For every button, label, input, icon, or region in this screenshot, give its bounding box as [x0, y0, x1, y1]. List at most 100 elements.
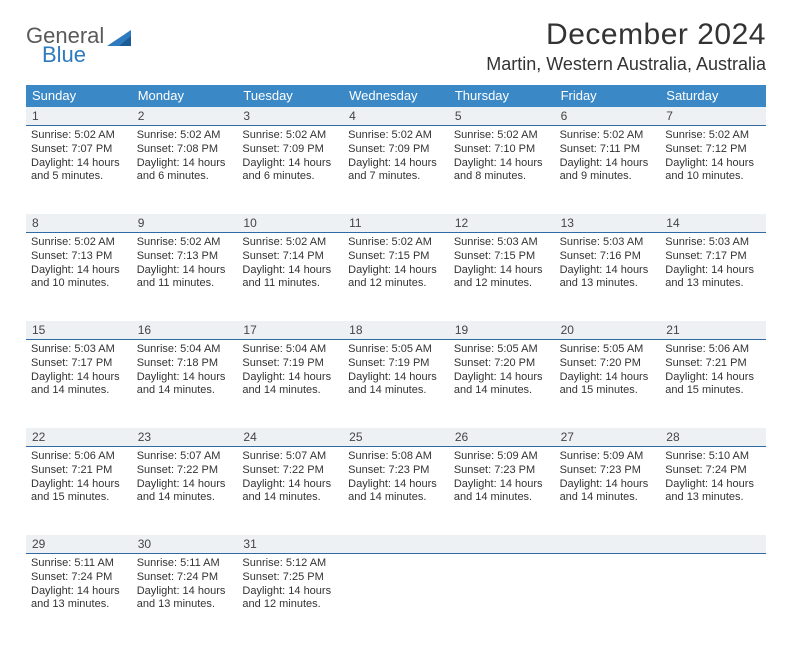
day-number: 17	[237, 321, 343, 339]
sunset-text: Sunset: 7:12 PM	[665, 143, 762, 157]
calendar: SundayMondayTuesdayWednesdayThursdayFrid…	[26, 85, 766, 642]
day-number-row: 15161718192021	[26, 321, 766, 340]
daylight-text-2: and 14 minutes.	[454, 384, 551, 398]
weekday-header: Tuesday	[237, 85, 343, 107]
daylight-text-1: Daylight: 14 hours	[137, 157, 234, 171]
day-info: Sunrise: 5:03 AMSunset: 7:17 PMDaylight:…	[665, 236, 762, 291]
day-cell: Sunrise: 5:02 AMSunset: 7:13 PMDaylight:…	[132, 233, 238, 321]
day-number: 22	[26, 428, 132, 446]
sunset-text: Sunset: 7:13 PM	[137, 250, 234, 264]
day-info: Sunrise: 5:03 AMSunset: 7:15 PMDaylight:…	[454, 236, 551, 291]
day-cell: Sunrise: 5:06 AMSunset: 7:21 PMDaylight:…	[660, 340, 766, 428]
day-cell: Sunrise: 5:02 AMSunset: 7:07 PMDaylight:…	[26, 126, 132, 214]
day-number: 6	[555, 107, 661, 125]
day-info: Sunrise: 5:02 AMSunset: 7:07 PMDaylight:…	[31, 129, 128, 184]
day-cell: Sunrise: 5:12 AMSunset: 7:25 PMDaylight:…	[237, 554, 343, 642]
day-info: Sunrise: 5:04 AMSunset: 7:18 PMDaylight:…	[137, 343, 234, 398]
sunrise-text: Sunrise: 5:09 AM	[560, 450, 657, 464]
day-cell: Sunrise: 5:02 AMSunset: 7:11 PMDaylight:…	[555, 126, 661, 214]
day-number: 30	[132, 535, 238, 553]
day-number-row: 293031....	[26, 535, 766, 554]
weekday-header: Saturday	[660, 85, 766, 107]
weekday-header: Friday	[555, 85, 661, 107]
day-cell	[343, 554, 449, 642]
sunrise-text: Sunrise: 5:02 AM	[348, 236, 445, 250]
week-row: Sunrise: 5:02 AM Sunset: 7:13 PM Daylight:…	[26, 233, 766, 321]
sunset-text: Sunset: 7:15 PM	[348, 250, 445, 264]
daylight-text-2: and 14 minutes.	[242, 384, 339, 398]
daylight-text-2: and 11 minutes.	[242, 277, 339, 291]
day-info: Sunrise: 5:04 AMSunset: 7:19 PMDaylight:…	[242, 343, 339, 398]
sunset-text: Sunset: 7:24 PM	[665, 464, 762, 478]
day-number: 24	[237, 428, 343, 446]
day-info: Sunrise: 5:02 AMSunset: 7:08 PMDaylight:…	[137, 129, 234, 184]
week-row: Sunrise: 5:11 AMSunset: 7:24 PMDaylight:…	[26, 554, 766, 642]
sunrise-text: Sunrise: 5:02 AM	[137, 129, 234, 143]
daylight-text-1: Daylight: 14 hours	[242, 264, 339, 278]
sunset-text: Sunset: 7:23 PM	[454, 464, 551, 478]
daylight-text-2: and 14 minutes.	[348, 384, 445, 398]
day-info: Sunrise: 5:10 AMSunset: 7:24 PMDaylight:…	[665, 450, 762, 505]
day-info: Sunrise: 5:05 AMSunset: 7:19 PMDaylight:…	[348, 343, 445, 398]
day-number-row: 891011121314	[26, 214, 766, 233]
sunrise-text: Sunrise: 5:11 AM	[137, 557, 234, 571]
day-number: 5	[449, 107, 555, 125]
day-info: Sunrise: 5:03 AMSunset: 7:16 PMDaylight:…	[560, 236, 657, 291]
daylight-text-1: Daylight: 14 hours	[348, 478, 445, 492]
day-cell: Sunrise: 5:03 AMSunset: 7:15 PMDaylight:…	[449, 233, 555, 321]
day-info: Sunrise: 5:11 AMSunset: 7:24 PMDaylight:…	[137, 557, 234, 612]
day-number: 25	[343, 428, 449, 446]
day-number: 21	[660, 321, 766, 339]
daylight-text-1: Daylight: 14 hours	[665, 371, 762, 385]
sunrise-text: Sunrise: 5:02 AM	[31, 236, 128, 250]
sunrise-text: Sunrise: 5:04 AM	[137, 343, 234, 357]
daylight-text-2: and 14 minutes.	[560, 491, 657, 505]
daylight-text-2: and 6 minutes.	[242, 170, 339, 184]
sunset-text: Sunset: 7:15 PM	[454, 250, 551, 264]
day-cell: Sunrise: 5:02 AMSunset: 7:09 PMDaylight:…	[237, 126, 343, 214]
sunset-text: Sunset: 7:18 PM	[137, 357, 234, 371]
daylight-text-1: Daylight: 14 hours	[348, 371, 445, 385]
sunrise-text: Sunrise: 5:06 AM	[665, 343, 762, 357]
daylight-text-2: and 13 minutes.	[665, 491, 762, 505]
sunset-text: Sunset: 7:19 PM	[242, 357, 339, 371]
day-number: 11	[343, 214, 449, 232]
sunrise-text: Sunrise: 5:02 AM	[454, 129, 551, 143]
logo: General Blue	[26, 24, 133, 66]
sunrise-text: Sunrise: 5:05 AM	[348, 343, 445, 357]
sunrise-text: Sunrise: 5:06 AM	[31, 450, 128, 464]
daylight-text-1: Daylight: 14 hours	[31, 264, 128, 278]
daylight-text-1: Daylight: 14 hours	[137, 371, 234, 385]
day-cell: Sunrise: 5:05 AMSunset: 7:20 PMDaylight:…	[555, 340, 661, 428]
day-number: .	[660, 535, 766, 553]
day-cell: Sunrise: 5:03 AMSunset: 7:17 PMDaylight:…	[26, 340, 132, 428]
daylight-text-2: and 9 minutes.	[560, 170, 657, 184]
daylight-text-1: Daylight: 14 hours	[31, 585, 128, 599]
day-cell: Sunrise: 5:10 AMSunset: 7:24 PMDaylight:…	[660, 447, 766, 535]
daylight-text-1: Daylight: 14 hours	[665, 478, 762, 492]
daylight-text-1: Daylight: 14 hours	[242, 371, 339, 385]
day-info: Sunrise: 5:08 AMSunset: 7:23 PMDaylight:…	[348, 450, 445, 505]
sunset-text: Sunset: 7:16 PM	[560, 250, 657, 264]
sunrise-text: Sunrise: 5:05 AM	[454, 343, 551, 357]
daylight-text-2: and 12 minutes.	[242, 598, 339, 612]
daylight-text-2: and 13 minutes.	[560, 277, 657, 291]
daylight-text-2: and 13 minutes.	[31, 598, 128, 612]
day-info: Sunrise: 5:02 AMSunset: 7:12 PMDaylight:…	[665, 129, 762, 184]
sunset-text: Sunset: 7:07 PM	[31, 143, 128, 157]
sunrise-text: Sunrise: 5:02 AM	[560, 129, 657, 143]
day-info: Sunrise: 5:12 AMSunset: 7:25 PMDaylight:…	[242, 557, 339, 612]
day-info: Sunrise: 5:07 AMSunset: 7:22 PMDaylight:…	[137, 450, 234, 505]
day-info: Sunrise: 5:02 AMSunset: 7:14 PMDaylight:…	[242, 236, 339, 291]
day-info: Sunrise: 5:05 AMSunset: 7:20 PMDaylight:…	[454, 343, 551, 398]
day-info: Sunrise: 5:06 AMSunset: 7:21 PMDaylight:…	[31, 450, 128, 505]
daylight-text-1: Daylight: 14 hours	[348, 264, 445, 278]
day-cell: Sunrise: 5:11 AMSunset: 7:24 PMDaylight:…	[26, 554, 132, 642]
daylight-text-2: and 14 minutes.	[31, 384, 128, 398]
sunset-text: Sunset: 7:17 PM	[31, 357, 128, 371]
sunrise-text: Sunrise: 5:03 AM	[665, 236, 762, 250]
daylight-text-2: and 6 minutes.	[137, 170, 234, 184]
sunrise-text: Sunrise: 5:03 AM	[31, 343, 128, 357]
daylight-text-1: Daylight: 14 hours	[665, 264, 762, 278]
day-info: Sunrise: 5:02 AMSunset: 7:15 PMDaylight:…	[348, 236, 445, 291]
